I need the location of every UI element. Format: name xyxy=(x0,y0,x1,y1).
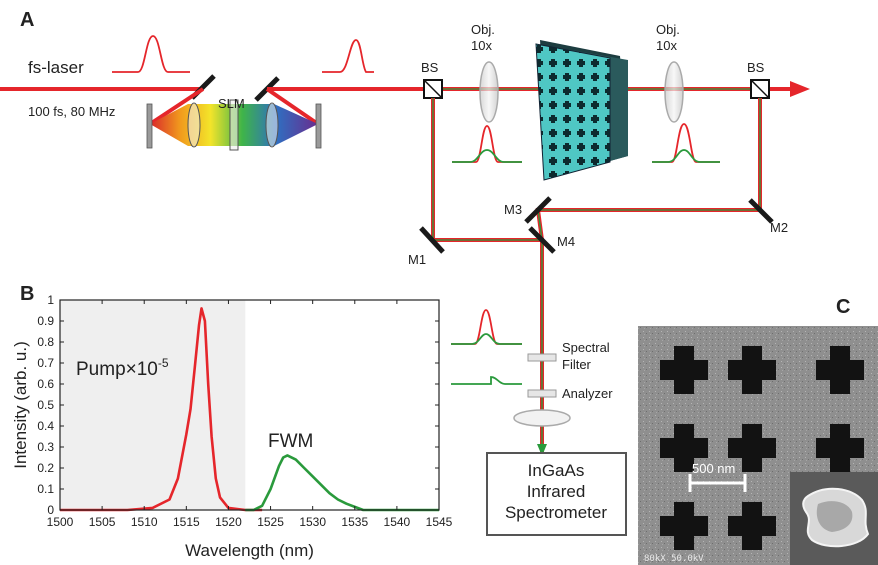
interferometer-path xyxy=(431,98,762,452)
bs-label-1: BS xyxy=(421,60,439,75)
objective-2-line1: Obj. xyxy=(656,22,680,37)
y-tick-label: 0.9 xyxy=(37,314,54,328)
spectrometer-line1: InGaAs xyxy=(528,461,585,480)
pulse-before-sample-signal xyxy=(452,149,522,163)
scale-bar xyxy=(688,474,747,492)
laser-spec: 100 fs, 80 MHz xyxy=(28,104,115,119)
spectrometer-line2: Infrared xyxy=(527,482,586,501)
mirror-m3-label: M3 xyxy=(504,202,522,217)
bs-label-2: BS xyxy=(747,60,765,75)
filter-line1: Spectral xyxy=(562,340,610,355)
mirror-m1-label: M1 xyxy=(408,252,426,267)
y-tick-label: 0.7 xyxy=(37,356,54,370)
pulse-detection-signal xyxy=(451,333,522,345)
sem-image xyxy=(638,326,878,565)
analyzer-label: Analyzer xyxy=(562,386,613,401)
pump-region-shade xyxy=(60,300,246,510)
metamaterial-sample xyxy=(535,40,628,181)
pulse-before-sample-pump xyxy=(452,125,522,163)
x-tick-label: 1540 xyxy=(384,515,411,529)
y-tick-label: 0.4 xyxy=(37,419,54,433)
scale-bar-label: 500 nm xyxy=(692,461,735,476)
y-tick-label: 1 xyxy=(47,293,54,307)
pulse-filtered-signal xyxy=(451,376,522,385)
fwm-annotation: FWM xyxy=(268,431,313,452)
spectrum-chart: 1500 1505 1510 1515 1520 1525 1530 1535 1540 1545… xyxy=(11,293,453,560)
spectral-filter xyxy=(527,353,557,362)
spectrometer-box xyxy=(486,452,627,536)
pulse-detection-pump xyxy=(451,309,522,345)
mirror-m2-label: M2 xyxy=(770,220,788,235)
pump-annotation-base: Pump×10 xyxy=(76,359,158,380)
series-line-0 xyxy=(60,307,263,512)
objective-lens-1 xyxy=(479,61,499,123)
y-tick-label: 0.2 xyxy=(37,461,54,475)
filter-line2: Filter xyxy=(562,357,592,372)
objective-2-line2: 10x xyxy=(656,38,677,53)
spectrometer-arrow xyxy=(537,444,547,456)
x-axis-title: Wavelength (nm) xyxy=(185,541,314,560)
pump-annotation-exponent: -5 xyxy=(158,356,169,370)
mirror-m3 xyxy=(524,196,552,224)
pulse-after-sample-signal xyxy=(652,149,720,163)
x-tick-label: 1520 xyxy=(215,515,242,529)
mirror-m4 xyxy=(528,226,556,254)
panel-label-c: C xyxy=(836,296,850,318)
panel-label-b: B xyxy=(20,283,34,305)
pump-annotation: Pump×10-5 xyxy=(76,356,169,380)
y-tick-label: 0.5 xyxy=(37,398,54,412)
x-tick-label: 1505 xyxy=(89,515,116,529)
objective-lens-2 xyxy=(664,61,684,123)
analyzer xyxy=(527,389,557,398)
y-tick-label: 0.6 xyxy=(37,377,54,391)
input-pulse-icon xyxy=(112,35,190,73)
objective-1-line1: Obj. xyxy=(471,22,495,37)
sem-holes xyxy=(660,346,864,550)
laser-label: fs-laser xyxy=(28,58,84,77)
x-tick-label: 1545 xyxy=(426,515,453,529)
y-axis-title: Intensity (arb. u.) xyxy=(11,341,30,469)
pulse-shaper xyxy=(146,87,322,151)
x-tick-label: 1525 xyxy=(257,515,284,529)
objective-1-line2: 10x xyxy=(471,38,492,53)
slm-label: SLM xyxy=(218,96,245,111)
mirror-m2 xyxy=(748,198,774,224)
x-tick-label: 1535 xyxy=(341,515,368,529)
x-tick-label: 1515 xyxy=(173,515,200,529)
x-tick-label: 1500 xyxy=(47,515,74,529)
mirror-m4-label: M4 xyxy=(557,234,575,249)
y-tick-label: 0.3 xyxy=(37,440,54,454)
beam-splitter-1 xyxy=(423,79,443,99)
output-arrow xyxy=(790,81,810,97)
mirror-m1 xyxy=(419,226,445,254)
shaped-pulse-icon xyxy=(322,39,374,73)
beam-splitter-2 xyxy=(750,79,770,99)
y-tick-label: 0.8 xyxy=(37,335,54,349)
x-tick-label: 1530 xyxy=(299,515,326,529)
sem-footer: 80kX 50.0kV xyxy=(644,554,704,564)
focusing-lens xyxy=(513,409,571,427)
series-line-1 xyxy=(245,454,439,512)
y-tick-label: 0 xyxy=(47,503,54,517)
spectrometer-line3: Spectrometer xyxy=(505,503,607,522)
panel-label-a: A xyxy=(20,9,34,31)
pulse-after-sample-pump xyxy=(652,123,720,163)
y-tick-label: 0.1 xyxy=(37,482,54,496)
x-tick-label: 1510 xyxy=(131,515,158,529)
